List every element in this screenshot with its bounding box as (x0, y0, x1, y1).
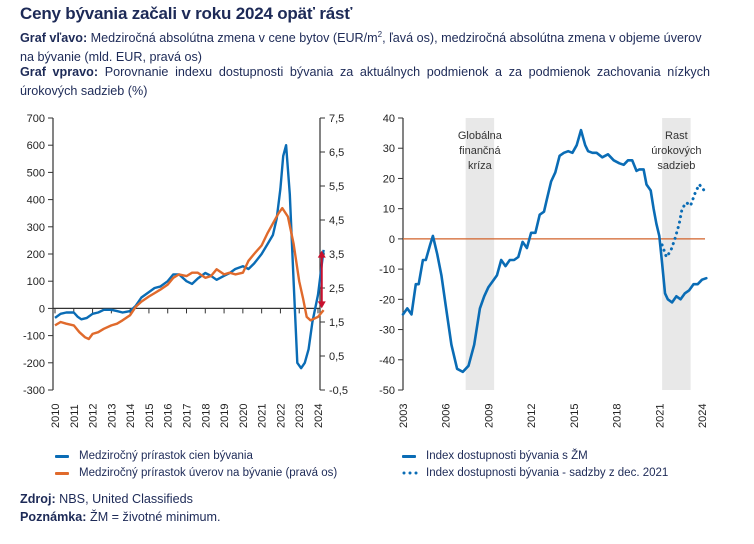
x-tick-label: 2016 (163, 404, 175, 428)
desc-left-superscript: 2 (377, 30, 383, 39)
source-label: Zdroj: (20, 492, 56, 506)
legend-swatch-blue-dotted (402, 471, 418, 475)
x-tick-label: 2013 (106, 404, 118, 428)
y2-tick-label: 2,5 (329, 283, 344, 295)
y-tick-label: 10 (383, 204, 395, 216)
legend-label: Medziročný prírastok úverov na bývanie (… (79, 467, 338, 479)
x-tick-label: 2012 (88, 404, 100, 428)
y-tick-label: -50 (379, 385, 395, 397)
note-text: ŽM = životné minimum. (86, 510, 221, 524)
x-tick-label: 2003 (398, 404, 410, 428)
desc-right-text: Porovnanie indexu dostupnosti bývania za… (20, 65, 710, 98)
y-tick-label: -30 (379, 325, 395, 337)
x-tick-label: 2023 (294, 404, 306, 428)
series-line-affordability-index (401, 128, 708, 374)
y-tick-label: -100 (23, 331, 45, 343)
legend-label: Medziročný prírastok cien bývania (79, 450, 253, 462)
y-tick-label: -40 (379, 355, 395, 367)
x-tick-label: 2006 (441, 404, 453, 428)
y-tick-label: 0 (39, 303, 45, 315)
y2-tick-label: 3,5 (329, 249, 344, 261)
x-tick-label: 2024 (313, 404, 325, 428)
x-tick-label: 2024 (697, 404, 709, 428)
band-label: úrokových (651, 145, 701, 157)
note-label: Poznámka: (20, 510, 87, 524)
y2-tick-label: 1,5 (329, 317, 344, 329)
x-tick-label: 2017 (182, 404, 194, 428)
y2-tick-label: 7,5 (329, 113, 344, 125)
x-tick-label: 2018 (200, 404, 212, 428)
desc-left-text-b: , ľavá os), medziročná absolútna zmena v… (20, 31, 702, 65)
source-note: Zdroj: NBS, United Classifieds (20, 492, 193, 506)
y-tick-label: 30 (383, 143, 395, 155)
description-left-chart: Graf vľavo: Medziročná absolútna zmena v… (20, 25, 710, 67)
y-tick-label: 600 (27, 140, 45, 152)
right-chart: Globálna finančná kríza Rast úrokových sadzie… (379, 113, 709, 428)
y-tick-label: 200 (27, 249, 45, 261)
y2-tick-label: 4,5 (329, 215, 344, 227)
legend-swatch-blue (55, 455, 69, 458)
band-label: Rast (665, 130, 688, 142)
series-line-loan-growth (54, 206, 325, 341)
band-label: sadzieb (657, 160, 695, 172)
y-tick-label: 20 (383, 173, 395, 185)
footnote: Poznámka: ŽM = životné minimum. (20, 510, 221, 524)
y2-tick-label: 0,5 (329, 351, 344, 363)
y2-tick-label: 6,5 (329, 147, 344, 159)
arrow-head-up-icon (317, 250, 326, 258)
x-tick-label: 2009 (483, 404, 495, 428)
x-tick-label: 2015 (144, 404, 156, 428)
y-tick-label: 40 (383, 113, 395, 125)
y-tick-label: -200 (23, 358, 45, 370)
legend-label: Index dostupnosti bývania - sadzby z dec… (426, 467, 669, 479)
y-tick-label: 0 (389, 234, 395, 246)
y-tick-label: 500 (27, 167, 45, 179)
x-tick-label: 2021 (654, 404, 666, 428)
band-label: Globálna (458, 130, 503, 142)
shaded-band-financial-crisis (465, 118, 495, 390)
x-tick-label: 2019 (219, 404, 231, 428)
series-line-price-growth (54, 143, 325, 370)
series-line-index-dec2021-rates (660, 183, 708, 259)
x-tick-label: 2015 (569, 404, 581, 428)
band-label: kríza (468, 160, 493, 172)
arrow-head-down-icon (317, 301, 326, 309)
y-tick-label: -300 (23, 385, 45, 397)
description-right-chart: Graf vpravo: Porovnanie indexu dostupnos… (20, 63, 710, 101)
shaded-band-rate-hikes (662, 118, 691, 390)
x-tick-label: 2021 (257, 404, 269, 428)
page-title: Ceny bývania začali v roku 2024 opäť rás… (20, 4, 353, 23)
desc-left-label: Graf vľavo: (20, 31, 88, 46)
y-tick-label: 100 (27, 276, 45, 288)
left-chart: 700 600 500 400 300 200 100 0 -100 -200 -300 7,5 6,5… (23, 113, 348, 428)
legend-label: Index dostupnosti bývania s ŽM (426, 450, 588, 462)
y-tick-label: 700 (27, 113, 45, 125)
source-text: NBS, United Classifieds (55, 492, 193, 506)
x-tick-label: 2022 (275, 404, 287, 428)
y-tick-label: -10 (379, 264, 395, 276)
x-tick-label: 2018 (612, 404, 624, 428)
desc-right-label: Graf vpravo: (20, 65, 99, 79)
x-tick-label: 2014 (125, 404, 137, 428)
y2-tick-label: -0,5 (329, 385, 348, 397)
x-tick-label: 2020 (238, 404, 250, 428)
y2-tick-label: 5,5 (329, 181, 344, 193)
legend-swatch-blue-solid (402, 455, 416, 458)
x-tick-label: 2010 (50, 404, 62, 428)
y-tick-label: 300 (27, 222, 45, 234)
y-tick-label: -20 (379, 294, 395, 306)
band-label: finančná (459, 145, 501, 157)
legend-swatch-orange (55, 472, 69, 475)
x-tick-label: 2011 (69, 404, 81, 428)
y-tick-label: 400 (27, 195, 45, 207)
desc-left-text-a: Medziročná absolútna zmena v cene bytov … (87, 31, 378, 46)
x-tick-label: 2012 (526, 404, 538, 428)
